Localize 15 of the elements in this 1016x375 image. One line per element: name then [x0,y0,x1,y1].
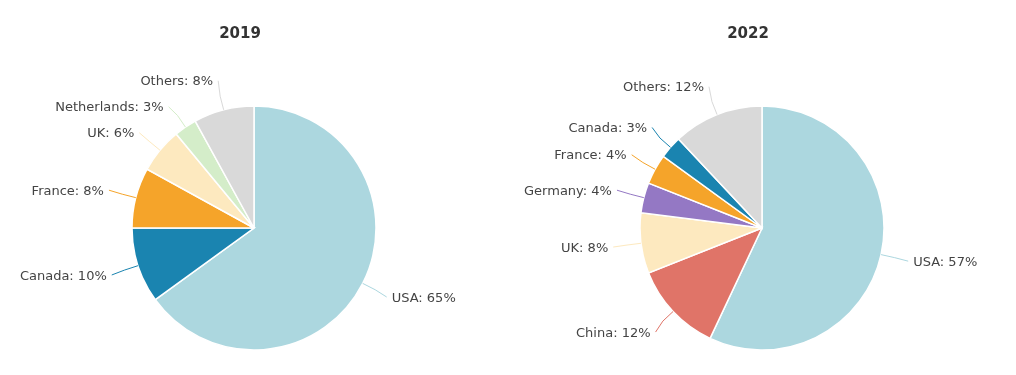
slice-label: USA: 65% [391,289,456,305]
slice-label: UK: 8% [561,239,609,255]
slice-label: France: 4% [554,147,627,163]
chart-title: 2022 [727,24,769,42]
slice-label: Germany: 4% [524,182,612,198]
chart-title: 2019 [219,24,261,42]
slice-label: USA: 57% [913,253,978,269]
slice-label: Canada: 3% [568,120,648,136]
slice-label: China: 12% [576,324,651,340]
slice-label: France: 8% [31,182,104,198]
slice-label: Netherlands: 3% [55,99,164,115]
slice-label: Others: 8% [140,73,214,89]
slice-label: Others: 12% [622,79,704,95]
slice-label: UK: 6% [87,125,135,141]
slice-label: Canada: 10% [19,267,107,283]
